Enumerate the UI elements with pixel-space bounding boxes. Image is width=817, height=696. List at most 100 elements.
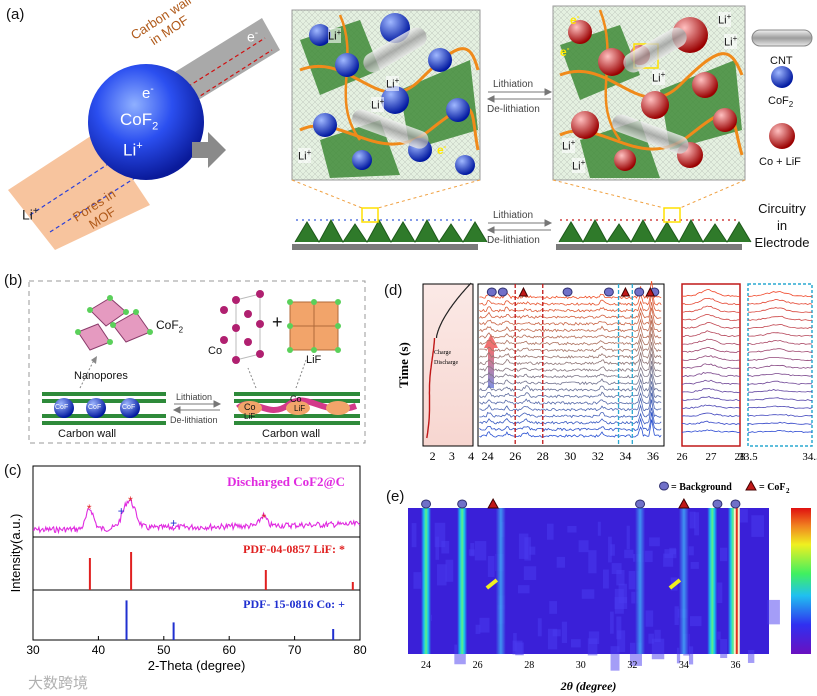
delith-label-bottom: De-lithiation [487, 235, 540, 246]
zoom1-pattern-line [681, 355, 740, 362]
panel-e-chart: = Background = CoF 2 24 26 28 30 32 34 36 2θ (degr… [408, 479, 811, 693]
y-axis-label: Intensity(a.u.) [8, 514, 23, 593]
discharged-pattern-line [32, 498, 361, 535]
box1-ion-3: Li+ [371, 97, 385, 112]
heatmap-peak-line [707, 508, 718, 654]
heatmap-noise [474, 541, 487, 561]
zoom1-pattern-line [681, 429, 741, 434]
heatmap-noise [567, 525, 577, 533]
xrd-pattern-line [479, 326, 662, 346]
zoom1-tick-label: 26 [677, 451, 689, 463]
plot-frame [32, 465, 361, 641]
lith-arrows-top [486, 88, 553, 103]
lith-label-bottom: Lithiation [493, 210, 534, 221]
zoom2-pattern-line [747, 429, 813, 433]
heatmap-noise [597, 521, 601, 536]
heatmap-noise [720, 638, 728, 659]
particle-electron: e- [142, 84, 154, 102]
zoom1-pattern-line [681, 330, 740, 338]
xrd-pattern-line [479, 281, 662, 300]
x-tick-label: 80 [353, 643, 367, 657]
xrd-pattern-line [479, 399, 662, 419]
box2-ion-2: Li+ [724, 34, 738, 49]
zoom1-pattern-line [681, 305, 741, 313]
heatmap-peak-line [635, 508, 646, 654]
box2-ion-5: Li+ [572, 158, 586, 173]
background-marker [730, 499, 741, 509]
zoom2-pattern-line [747, 380, 813, 385]
x-tick-label: 30 [564, 449, 576, 463]
zoom2-pattern-line [747, 389, 813, 393]
box1-ion-1: Li+ [328, 28, 342, 43]
charge-curve [435, 282, 472, 339]
box2-electron-1: e- [570, 12, 580, 27]
pore-ion: Li+ [22, 206, 39, 223]
zoom-frame-2 [747, 283, 813, 447]
zoom2-tick-label: 33.5 [738, 451, 758, 463]
lith-label-top: Lithiation [493, 79, 534, 90]
box1-ion-4: Li+ [298, 148, 312, 163]
background-marker [562, 287, 573, 297]
x-axis-label: 2θ (degree) [560, 679, 617, 693]
x-tick-label: 34 [679, 660, 689, 671]
x-tick-label: 26 [473, 660, 483, 671]
wall-electron: e- [247, 28, 259, 45]
lif-ref-label: PDF-04-0857 LiF: * [243, 542, 345, 556]
box1-electron: e- [437, 142, 447, 157]
background-marker [497, 287, 508, 297]
xrd-pattern-line [479, 288, 662, 306]
xrd-pattern-line [479, 392, 662, 412]
panel-d-label: (d) [384, 282, 403, 299]
heatmap-noise [487, 555, 495, 578]
circuitry-label: Circuitry in Electrode [754, 201, 810, 250]
panel-a-label: (a) [6, 6, 25, 23]
x-tick-label: 32 [592, 449, 604, 463]
colif-legend-label: Co + LiF [759, 156, 801, 168]
box2-ion-1: Li+ [718, 12, 732, 27]
heatmap-noise [434, 522, 446, 548]
background-marker [635, 499, 646, 509]
zoom2-pattern-line [748, 405, 813, 409]
x-tick-label: 24 [482, 449, 494, 463]
carbon-wall-right [234, 392, 360, 425]
legend-cof2-label: = CoF [759, 482, 786, 493]
b-lif-wall-2: LiF [294, 404, 306, 413]
x-tick-label: 36 [730, 660, 740, 671]
x-tick-label: 70 [288, 643, 302, 657]
heatmap-noise [610, 611, 614, 634]
xrd-pattern-line [479, 366, 662, 386]
panel-b-schematic [28, 280, 366, 444]
heatmap-noise [549, 601, 558, 614]
heatmap-noise [663, 553, 674, 567]
co-ref-label: PDF- 15-0816 Co: + [243, 597, 345, 611]
zoom1-pattern-line [681, 379, 741, 385]
panel-a-schematic [8, 5, 813, 250]
heatmap-noise [608, 536, 612, 563]
zoom1-pattern-line [681, 372, 741, 377]
heatmap-noise [645, 610, 654, 627]
heatmap-noise [588, 631, 600, 645]
b-nanopores-label: Nanopores [74, 370, 128, 382]
heatmap-noise [626, 525, 630, 550]
heatmap-noise [719, 547, 728, 562]
heatmap-noise [547, 628, 558, 650]
legend-cof2-sub: 2 [786, 487, 790, 495]
delith-label-top: De-lithiation [487, 104, 540, 115]
particle-ion: Li+ [123, 140, 143, 160]
heatmap-noise [674, 606, 679, 626]
heatmap-noise [581, 589, 595, 599]
colif-legend-icon [769, 123, 795, 149]
b-lif-label: LiF [306, 354, 322, 366]
discharge-label: Discharge [434, 360, 459, 366]
zoom1-tick-label: 28 [735, 451, 747, 463]
b-lif-wall-1: LiF [244, 412, 256, 421]
voltage-tick-label: 4 [468, 449, 474, 463]
x-tick-label: 60 [223, 643, 237, 657]
zoom2-pattern-line [747, 315, 813, 321]
heatmap-noise [616, 569, 625, 586]
box2-electron-2: e- [560, 44, 570, 59]
heatmap-noise [475, 624, 481, 634]
heatmap-noise [411, 523, 417, 548]
background-marker [457, 499, 468, 509]
